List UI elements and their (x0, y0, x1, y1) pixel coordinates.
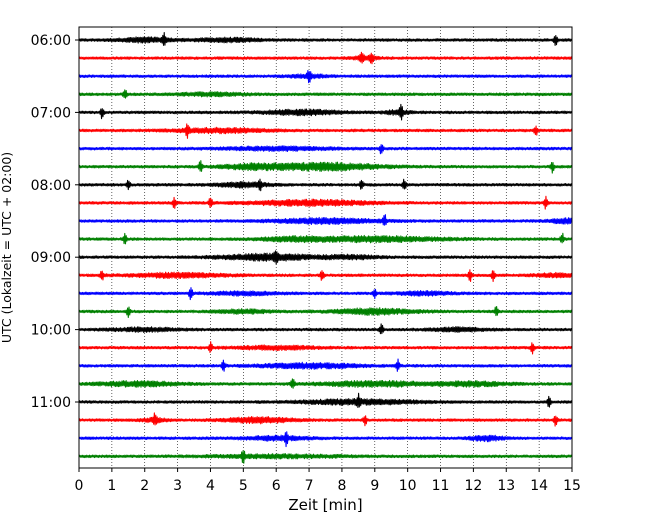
x-tick-label-7: 7 (305, 478, 314, 494)
x-tick-label-2: 2 (140, 478, 149, 494)
x-tick-label-9: 9 (370, 478, 379, 494)
trace-2 (78, 70, 573, 84)
trace-13 (78, 269, 573, 283)
trace-15 (78, 305, 573, 319)
y-tick-label-5: 11:00 (31, 395, 71, 411)
trace-8 (78, 178, 573, 192)
trace-3 (78, 89, 573, 99)
x-tick-label-11: 11 (432, 478, 450, 494)
y-tick-label-4: 10:00 (31, 323, 71, 339)
trace-4 (78, 103, 573, 121)
trace-21 (78, 412, 573, 427)
seismic-traces (78, 32, 573, 464)
x-tick-label-13: 13 (497, 478, 515, 494)
x-tick-label-5: 5 (239, 478, 248, 494)
y-axis-ticks: 06:00 07:00 08:00 09:00 10:00 11:00 (31, 33, 79, 411)
trace-9 (78, 195, 573, 210)
trace-6 (78, 144, 573, 155)
x-tick-label-6: 6 (272, 478, 281, 494)
y-tick-label-1: 07:00 (31, 105, 71, 121)
y-tick-label-0: 06:00 (31, 33, 71, 49)
trace-5 (78, 123, 573, 139)
trace-16 (78, 323, 573, 335)
x-axis-label: Zeit [min] (288, 496, 362, 514)
trace-7 (78, 160, 573, 174)
trace-0 (78, 32, 573, 46)
y-tick-label-2: 08:00 (31, 178, 71, 194)
x-tick-label-8: 8 (337, 478, 346, 494)
x-tick-label-14: 14 (530, 478, 548, 494)
trace-19 (78, 378, 573, 389)
trace-11 (78, 232, 573, 245)
y-axis-label: UTC (Lokalzeit = UTC + 02:00) (0, 152, 14, 343)
trace-10 (78, 214, 573, 226)
x-tick-label-4: 4 (206, 478, 215, 494)
x-tick-label-3: 3 (173, 478, 182, 494)
trace-18 (78, 358, 573, 372)
trace-12 (78, 250, 573, 265)
trace-1 (78, 51, 573, 65)
x-axis-ticks: 0 1 2 3 4 5 6 7 8 9 10 11 12 13 14 15 (75, 468, 581, 494)
x-tick-label-15: 15 (563, 478, 581, 494)
trace-22 (78, 431, 573, 448)
x-tick-label-10: 10 (399, 478, 417, 494)
trace-14 (78, 287, 573, 301)
x-tick-label-0: 0 (75, 478, 84, 494)
y-tick-label-3: 09:00 (31, 250, 71, 266)
trace-17 (78, 341, 573, 355)
plot-frame (78, 26, 573, 469)
trace-23 (78, 450, 573, 464)
x-tick-label-12: 12 (464, 478, 482, 494)
trace-20 (78, 392, 573, 409)
x-tick-label-1: 1 (107, 478, 116, 494)
